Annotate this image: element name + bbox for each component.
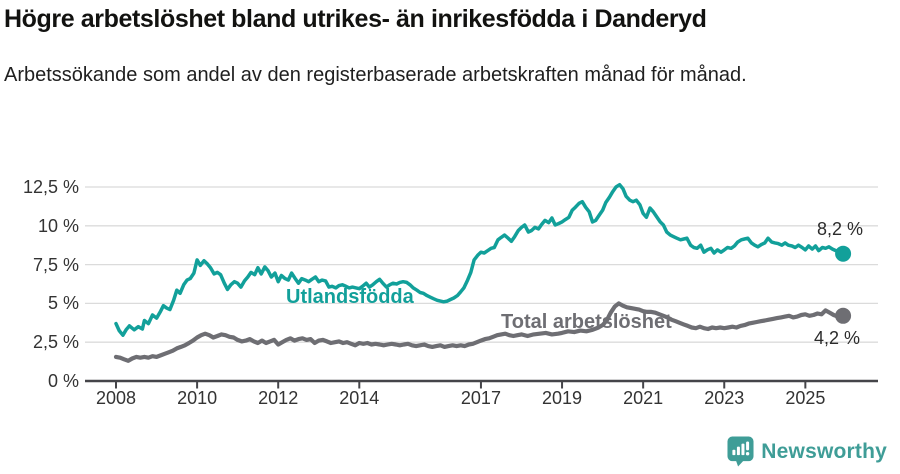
y-axis-tick-label: 2,5 % [32,332,79,353]
end-value-label-utlandsfodda: 8,2 % [817,219,864,239]
y-axis-tick-label: 12,5 % [22,177,79,197]
end-value-label-total-arbetsloshet: 4,2 % [814,328,861,348]
series-label-total-arbetsloshet: Total arbetslöshet [501,311,672,333]
y-axis-tick-label: 10 % [37,215,79,236]
series-line-0 [114,182,845,337]
series-line-1 [113,301,846,363]
y-axis-tick-label: 7,5 % [32,254,79,275]
x-axis-tick-label: 2017 [460,388,501,408]
series-end-dot-1 [835,307,852,324]
y-axis-tick-label: 5 % [47,293,79,314]
x-axis-tick-label: 2008 [95,388,137,408]
x-axis-tick-label: 2014 [339,388,380,408]
x-axis-tick-label: 2010 [177,388,218,408]
brand-footer[interactable]: Newsworthy [727,436,887,467]
x-axis-tick-label: 2023 [704,388,745,408]
series-label-utlandsfodda: Utlandsfödda [286,286,414,308]
y-axis-tick-label: 0 % [47,371,79,391]
series-end-dot-0 [835,245,852,262]
brand-name[interactable]: Newsworthy [761,439,887,463]
x-axis-tick-label: 2025 [785,388,826,408]
x-axis-tick-label: 2019 [542,388,583,408]
newsworthy-logo-icon [727,436,754,467]
chart-title: Högre arbetslöshet bland utrikes- än inr… [4,5,707,33]
chart-subtitle: Arbetssökande som andel av den registerb… [4,64,747,86]
x-axis-tick-label: 2012 [258,388,299,408]
x-axis-tick-label: 2021 [623,388,664,408]
